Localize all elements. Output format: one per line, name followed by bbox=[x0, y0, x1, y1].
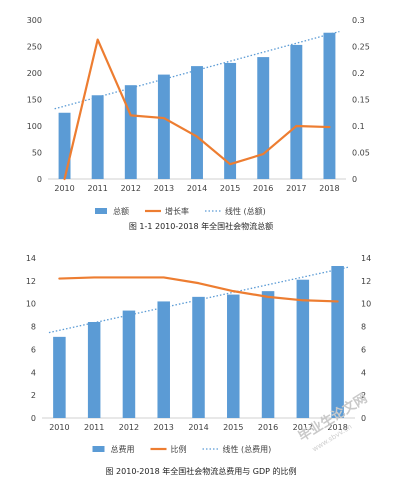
y-left-tick-label: 250 bbox=[27, 43, 42, 52]
legend-swatch-bar bbox=[92, 446, 105, 452]
x-tick-label: 2012 bbox=[119, 423, 139, 432]
x-tick-label: 2010 bbox=[49, 423, 69, 432]
x-tick-label: 2016 bbox=[258, 423, 278, 432]
x-tick-label: 2010 bbox=[54, 184, 74, 193]
bar bbox=[261, 291, 275, 418]
y-right-tick-label: 12 bbox=[361, 277, 371, 286]
legend-item: 线性 (总费用) bbox=[202, 444, 272, 454]
x-tick-label: 2012 bbox=[121, 184, 141, 193]
bar bbox=[323, 32, 336, 179]
x-tick-label: 2018 bbox=[327, 423, 347, 432]
x-tick-label: 2015 bbox=[220, 184, 240, 193]
trendline bbox=[54, 30, 340, 110]
x-tick-label: 2016 bbox=[253, 184, 273, 193]
legend-label: 线性 (总费用) bbox=[223, 444, 272, 454]
y-right-tick-label: 0.3 bbox=[352, 16, 365, 25]
legend-label: 总额 bbox=[113, 206, 129, 216]
x-tick-label: 2011 bbox=[87, 184, 107, 193]
bar bbox=[58, 112, 71, 179]
y-left-tick-label: 300 bbox=[27, 16, 42, 25]
y-left-tick-label: 6 bbox=[31, 345, 36, 354]
y-right-tick-label: 0.25 bbox=[352, 43, 370, 52]
y-right-tick-label: 14 bbox=[361, 254, 371, 263]
bar bbox=[157, 74, 170, 179]
bar bbox=[224, 62, 237, 179]
legend-label: 增长率 bbox=[165, 206, 189, 216]
chart-logistics-cost-ratio: 0 2 4 6 8 10 12 14 0 2 4 6 8 10 12 14 2010 2011 2012 2013 20… bbox=[26, 254, 371, 454]
x-tick-label: 2014 bbox=[188, 423, 208, 432]
x-tick-label: 2015 bbox=[223, 423, 243, 432]
legend-label: 总费用 bbox=[111, 444, 135, 454]
bar bbox=[124, 85, 137, 179]
x-tick-label: 2014 bbox=[187, 184, 207, 193]
y-left-tick-label: 12 bbox=[26, 277, 36, 286]
y-left-tick-label: 10 bbox=[26, 300, 36, 309]
y-right-tick-label: 6 bbox=[361, 345, 366, 354]
chart1-caption: 图 1-1 2010-2018 年全国社会物流总额 bbox=[129, 221, 273, 231]
y-left-tick-label: 14 bbox=[26, 254, 36, 263]
legend-item: 总额 bbox=[95, 206, 129, 216]
y-left-tick-label: 150 bbox=[27, 96, 42, 105]
bar bbox=[122, 310, 136, 418]
y-left-tick-label: 0 bbox=[37, 175, 42, 184]
bar bbox=[87, 322, 101, 418]
y-right-tick-label: 0 bbox=[352, 175, 357, 184]
y-right-tick-label: 4 bbox=[361, 368, 366, 377]
y-left-tick-label: 4 bbox=[31, 368, 36, 377]
legend-item: 增长率 bbox=[145, 206, 189, 216]
bar bbox=[296, 279, 310, 418]
y-right-tick-label: 0.2 bbox=[352, 69, 365, 78]
legend-label: 线性 (总额) bbox=[225, 206, 266, 216]
y-left-tick-label: 200 bbox=[27, 69, 42, 78]
chart-total-logistics-value: 0 50 100 150 200 250 300 0 0.05 0.1 0.15 0.2 0.25 0.3… bbox=[27, 16, 370, 216]
x-tick-label: 2013 bbox=[154, 184, 174, 193]
y-left-tick-label: 50 bbox=[32, 149, 42, 158]
bar bbox=[91, 95, 104, 179]
bar bbox=[331, 266, 344, 418]
bar bbox=[191, 66, 203, 179]
legend-label: 比例 bbox=[171, 444, 187, 454]
y-left-tick-label: 0 bbox=[31, 414, 36, 423]
y-right-tick-label: 8 bbox=[361, 323, 366, 332]
bar bbox=[157, 301, 170, 418]
y-left-tick-label: 100 bbox=[27, 122, 42, 131]
y-right-tick-label: 0.1 bbox=[352, 122, 365, 131]
x-tick-label: 2011 bbox=[84, 423, 104, 432]
y-right-tick-label: 0.15 bbox=[352, 96, 370, 105]
y-right-tick-label: 0 bbox=[361, 414, 366, 423]
bar bbox=[53, 336, 66, 418]
y-right-tick-label: 0.05 bbox=[352, 149, 370, 158]
legend-item: 线性 (总额) bbox=[205, 206, 266, 216]
y-left-tick-label: 8 bbox=[31, 323, 36, 332]
legend-item: 总费用 bbox=[92, 444, 135, 454]
x-tick-label: 2017 bbox=[286, 184, 306, 193]
y-left-tick-label: 2 bbox=[31, 391, 36, 400]
x-tick-label: 2017 bbox=[293, 423, 313, 432]
x-tick-label: 2018 bbox=[319, 184, 339, 193]
legend-swatch-bar bbox=[95, 208, 107, 214]
chart2-caption: 图 2010-2018 年全国社会物流总费用与 GDP 的比例 bbox=[106, 466, 297, 476]
legend-item: 比例 bbox=[150, 444, 187, 454]
y-right-tick-label: 2 bbox=[361, 391, 366, 400]
bar bbox=[290, 44, 303, 179]
bar bbox=[227, 294, 240, 418]
x-tick-label: 2013 bbox=[154, 423, 174, 432]
y-right-tick-label: 10 bbox=[361, 300, 371, 309]
bar bbox=[257, 57, 270, 179]
bar bbox=[192, 296, 205, 418]
